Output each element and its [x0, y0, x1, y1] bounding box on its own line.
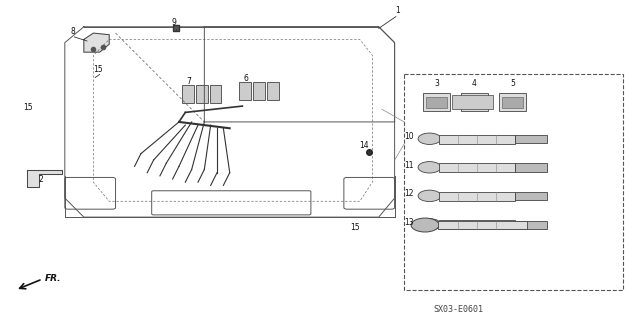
- Text: 14: 14: [359, 141, 369, 150]
- Text: 3: 3: [434, 79, 439, 88]
- Text: SX03-E0601: SX03-E0601: [433, 305, 483, 314]
- Bar: [423, 93, 450, 111]
- Bar: [452, 95, 493, 109]
- Text: 13: 13: [404, 218, 413, 227]
- Circle shape: [418, 162, 441, 173]
- Circle shape: [418, 133, 441, 144]
- Bar: [499, 93, 526, 111]
- Bar: [515, 135, 547, 143]
- Bar: [515, 192, 547, 200]
- Text: 8: 8: [70, 27, 75, 36]
- Bar: [515, 220, 547, 229]
- Bar: [267, 82, 278, 100]
- Bar: [439, 135, 515, 143]
- Bar: [240, 82, 250, 100]
- Bar: [503, 97, 523, 108]
- Text: 7: 7: [186, 77, 191, 86]
- Bar: [253, 82, 264, 100]
- Bar: [196, 85, 208, 103]
- Text: 15: 15: [23, 103, 33, 112]
- Bar: [439, 163, 515, 172]
- Text: 11: 11: [404, 161, 413, 170]
- Circle shape: [418, 219, 441, 230]
- Text: 4: 4: [472, 79, 477, 88]
- Circle shape: [411, 218, 439, 232]
- Text: 15: 15: [350, 223, 360, 232]
- Bar: [182, 85, 194, 103]
- Bar: [515, 164, 547, 172]
- Bar: [464, 97, 485, 108]
- Circle shape: [418, 190, 441, 202]
- Bar: [210, 85, 222, 103]
- Text: 9: 9: [171, 19, 176, 28]
- Text: 1: 1: [396, 6, 400, 15]
- Text: FR.: FR.: [45, 274, 61, 283]
- Polygon shape: [27, 170, 62, 187]
- Bar: [426, 97, 447, 108]
- Bar: [461, 93, 488, 111]
- Bar: [404, 74, 623, 290]
- Text: 5: 5: [510, 79, 515, 88]
- Text: 10: 10: [404, 132, 413, 141]
- Text: 12: 12: [404, 189, 413, 198]
- Text: 2: 2: [38, 175, 43, 184]
- Bar: [439, 220, 515, 229]
- Bar: [439, 192, 515, 201]
- Text: 6: 6: [243, 74, 248, 83]
- Polygon shape: [84, 33, 109, 52]
- Bar: [438, 221, 527, 229]
- Text: 15: 15: [93, 65, 103, 74]
